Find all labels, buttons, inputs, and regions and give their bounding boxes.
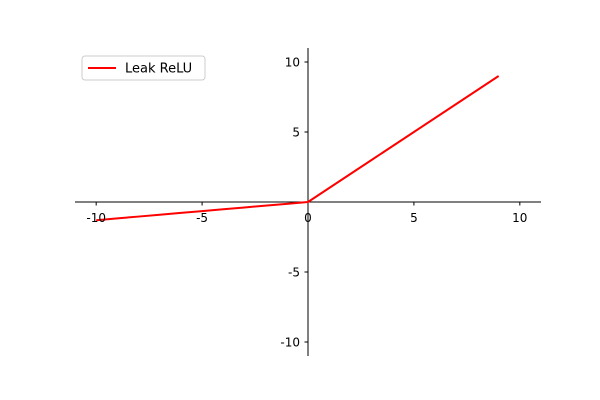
legend-frame [81, 55, 206, 81]
y-tick-label: 10 [285, 56, 300, 70]
tick-labels: -10 -5 0 5 10 -10 -5 5 10 [86, 56, 527, 350]
x-tick-label: 10 [512, 211, 527, 225]
legend: Leak ReLU [81, 55, 206, 81]
y-tick-label: 5 [292, 126, 300, 140]
series-line-leak-relu [96, 75, 500, 222]
legend-label-leak-relu: Leak ReLU [125, 62, 192, 77]
x-tick-label: 0 [304, 211, 312, 225]
y-tick-label: -5 [288, 266, 300, 280]
x-tick-label: -10 [86, 211, 106, 225]
x-tick-label: 5 [410, 211, 418, 225]
x-tick-label: -5 [196, 211, 208, 225]
y-tick-label: -10 [280, 336, 300, 350]
series-layer [96, 75, 500, 222]
